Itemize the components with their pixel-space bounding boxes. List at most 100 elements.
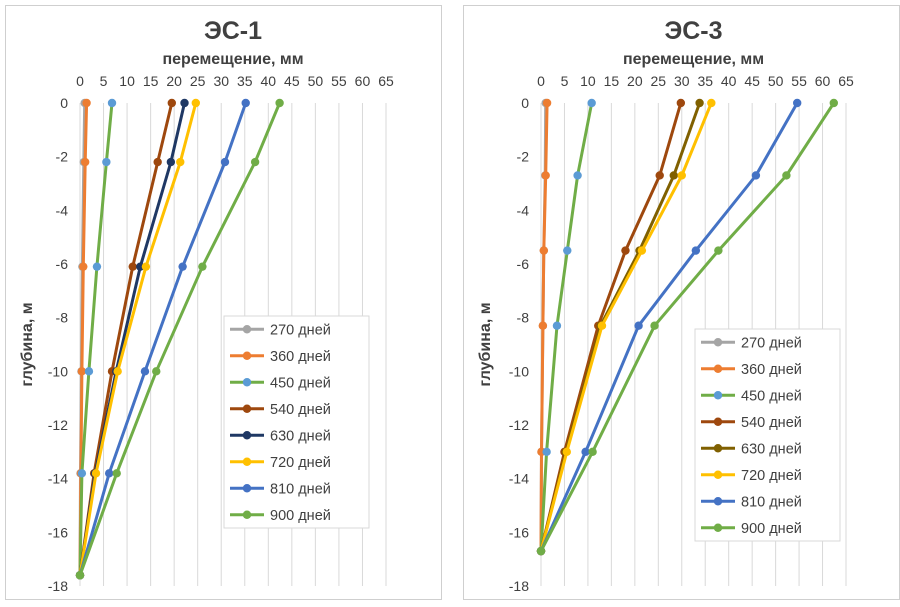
legend-label: 270 дней (270, 322, 331, 338)
data-point (676, 98, 686, 108)
data-point (669, 171, 678, 180)
data-point (80, 157, 90, 167)
data-point (220, 157, 230, 167)
data-point (714, 246, 723, 255)
y-tick-label: -6 (56, 256, 69, 272)
x-tick-label: 15 (604, 73, 620, 89)
series-line-630-дней (78, 102, 186, 576)
data-point (782, 171, 791, 180)
chart-es3: ЭС-3 перемещение, мм глубина, м 0 5 10 15 20 25 3… (477, 17, 854, 594)
chart-panel-es1: ЭС-1 перемещение, мм глубина, м 0 5 10 15 20 25 3… (5, 5, 442, 600)
x-tick-label: 15 (143, 73, 159, 89)
data-point (92, 262, 102, 271)
data-point (562, 447, 572, 457)
x-tick-label: 40 (721, 73, 737, 89)
data-point (102, 157, 111, 167)
x-tick-label: 10 (580, 73, 596, 89)
y-tick-label: -16 (48, 524, 68, 540)
x-tick-label: 0 (537, 73, 545, 89)
x-tick-label: 60 (355, 73, 371, 89)
legend-swatch-marker (242, 431, 252, 440)
data-point (104, 469, 114, 478)
data-point (637, 246, 647, 255)
x-tick-label: 30 (674, 73, 690, 89)
x-tick-label: 65 (378, 73, 394, 89)
data-point (107, 98, 117, 108)
data-point (587, 98, 596, 108)
chart-title: ЭС-1 (204, 17, 262, 45)
legend-swatch-marker (242, 325, 252, 334)
legend-label: 450 дней (270, 375, 331, 391)
data-point (581, 447, 590, 457)
series-line-900-дней (78, 102, 281, 576)
x-tick-label: 65 (838, 73, 854, 89)
legend-label: 540 дней (270, 402, 331, 418)
x-tick-label: 60 (815, 73, 831, 89)
y-tick-label: -6 (517, 256, 530, 272)
series-line-810-дней (78, 102, 248, 576)
legend-swatch-marker (713, 523, 723, 532)
x-tick-label: 30 (213, 73, 229, 89)
legend-swatch-marker (713, 417, 723, 426)
legend-swatch-marker (713, 497, 723, 506)
data-point (539, 246, 549, 255)
y-tick-label: -10 (48, 363, 68, 379)
series-line-720-дней (539, 102, 713, 552)
data-point (191, 98, 201, 108)
data-point (166, 157, 176, 167)
data-point (634, 321, 643, 330)
y-tick-label: -18 (509, 578, 529, 594)
legend-swatch-marker (242, 510, 252, 519)
y-tick-label: -4 (517, 202, 530, 218)
legend-swatch-marker (242, 484, 252, 493)
y-axis-label: глубина, м (477, 302, 494, 386)
data-point (241, 98, 250, 108)
y-tick-label: -2 (517, 149, 530, 165)
data-point (140, 367, 150, 376)
data-point (829, 98, 838, 108)
legend-label: 540 дней (741, 415, 802, 431)
legend-label: 900 дней (741, 521, 802, 537)
x-tick-label: 35 (237, 73, 253, 89)
data-point (152, 367, 161, 376)
data-point (82, 98, 91, 108)
legend-label: 720 дней (741, 468, 802, 484)
data-point (573, 171, 582, 180)
legend-label: 450 дней (741, 388, 802, 404)
x-tick-label: 25 (651, 73, 667, 89)
legend-swatch-marker (713, 470, 723, 479)
legend-label: 360 дней (270, 349, 331, 365)
data-point (198, 262, 207, 271)
series-line-450-дней (539, 102, 594, 552)
legend-swatch-marker (713, 338, 723, 347)
data-point (691, 246, 701, 255)
legend-swatch-marker (242, 378, 252, 387)
y-tick-label: -18 (48, 578, 68, 594)
chart-title: ЭС-3 (664, 17, 722, 45)
x-tick-label: 25 (190, 73, 206, 89)
x-tick-label: 5 (561, 73, 569, 89)
x-tick-label: 0 (76, 73, 84, 89)
y-tick-label: -8 (517, 310, 530, 326)
data-point (655, 171, 664, 180)
legend-label: 720 дней (270, 455, 331, 471)
x-tick-label: 55 (791, 73, 807, 89)
series-line-810-дней (539, 102, 799, 552)
data-point (141, 262, 151, 271)
x-tick-label: 20 (166, 73, 182, 89)
data-point (153, 157, 162, 167)
data-point (538, 321, 548, 330)
x-tick-label: 20 (627, 73, 643, 89)
data-point (112, 469, 121, 478)
y-axis-label: глубина, м (19, 302, 36, 386)
y-tick-label: -12 (48, 417, 68, 433)
legend-swatch-marker (713, 364, 723, 373)
legend-swatch-marker (242, 457, 252, 466)
data-point (178, 262, 187, 271)
data-point (536, 546, 546, 556)
legend-label: 810 дней (270, 481, 331, 497)
y-tick-label: -12 (509, 417, 529, 433)
x-axis-label: перемещение, мм (623, 51, 764, 68)
x-tick-label: 45 (284, 73, 300, 89)
data-point (677, 171, 686, 180)
